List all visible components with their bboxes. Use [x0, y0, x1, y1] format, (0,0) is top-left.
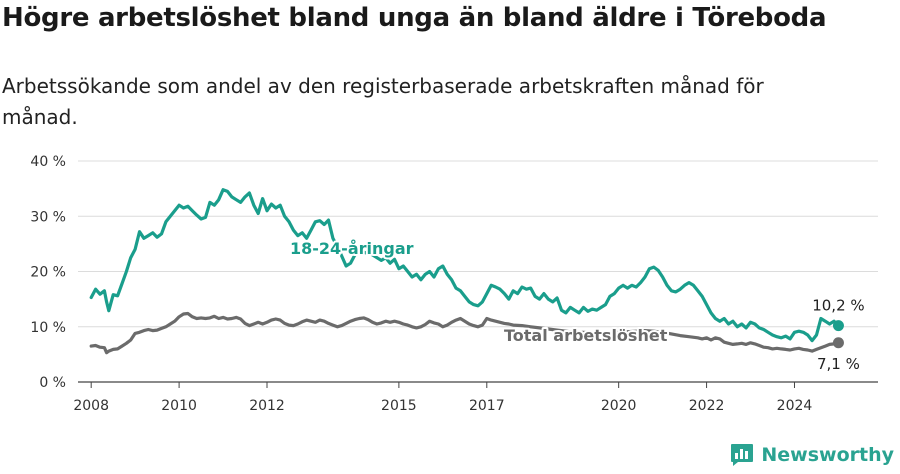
brand-name: Newsworthy — [761, 444, 894, 466]
newsworthy-logo-icon — [731, 444, 754, 466]
end-value-total: 7,1 % — [817, 355, 860, 373]
series-label-total: Total arbetslöshet — [504, 326, 668, 345]
x-tick-label: 2015 — [381, 398, 417, 414]
series-end-point — [832, 320, 844, 332]
x-tick-label: 2017 — [469, 398, 505, 414]
y-tick-label: 10 % — [30, 320, 66, 336]
series-line-total — [89, 311, 840, 355]
x-tick-label: 2012 — [249, 398, 285, 414]
y-tick-label: 0 % — [39, 375, 66, 391]
chart-title: Högre arbetslöshet bland unga än bland ä… — [2, 3, 827, 33]
chart-subtitle: Arbetssökande som andel av den registerb… — [2, 74, 764, 129]
x-tick-label: 2008 — [73, 398, 109, 414]
x-tick-label: 2022 — [689, 398, 725, 414]
y-tick-label: 40 % — [30, 154, 66, 170]
series-line-youth — [89, 188, 840, 343]
gridlines — [78, 160, 878, 383]
y-tick-label: 20 % — [30, 265, 66, 281]
brand-logo: Newsworthy — [729, 442, 894, 468]
end-value-youth: 10,2 % — [812, 297, 864, 315]
x-tick-label: 2020 — [601, 398, 637, 414]
y-axis: 0 % 10 % 20 % 30 % 40 % — [30, 154, 66, 391]
x-tick-label: 2024 — [777, 398, 813, 414]
x-tick-label: 2010 — [161, 398, 197, 414]
y-tick-label: 30 % — [30, 209, 66, 225]
series-labels: 18-24-åringar Total arbetslöshet 10,2 % 7,1… — [288, 237, 865, 373]
series-label-youth: 18-24-åringar — [290, 239, 414, 258]
series-lines — [89, 188, 844, 355]
series-end-point — [832, 337, 844, 349]
x-axis: 2008 2010 2012 2015 2017 2020 2022 2024 — [73, 382, 812, 414]
